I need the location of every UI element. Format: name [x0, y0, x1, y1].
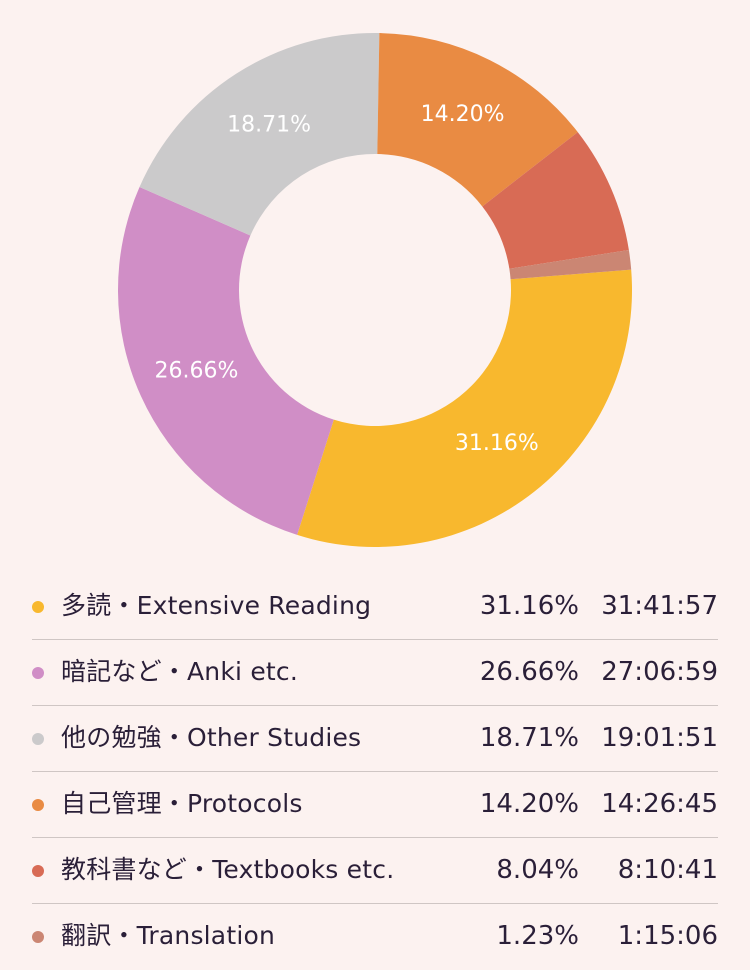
legend-dot-icon: [32, 865, 44, 877]
legend-time: 14:26:45: [601, 789, 718, 819]
legend-label: 教科書など・Textbooks etc.: [61, 855, 395, 884]
legend-label: 暗記など・Anki etc.: [61, 657, 298, 686]
slice-percent-label: 14.20%: [421, 102, 505, 127]
legend: 多読・Extensive Reading 31.16% 31:41:57 暗記な…: [32, 574, 718, 970]
donut-slice[interactable]: [297, 269, 632, 547]
legend-percent: 26.66%: [479, 657, 579, 687]
legend-percent: 1.23%: [496, 921, 579, 951]
legend-dot-icon: [32, 601, 44, 613]
legend-time: 19:01:51: [601, 723, 718, 753]
legend-percent: 8.04%: [496, 855, 579, 885]
donut-slice[interactable]: [377, 33, 578, 207]
slice-percent-label: 31.16%: [455, 431, 539, 456]
donut-chart: 31.16% 26.66% 18.71% 14.20%: [117, 32, 632, 547]
donut-slice[interactable]: [482, 132, 629, 269]
legend-label: 他の勉強・Other Studies: [61, 723, 362, 752]
slice-percent-label: 18.71%: [227, 113, 311, 138]
legend-label: 多読・Extensive Reading: [61, 591, 372, 620]
donut-slice[interactable]: [139, 32, 380, 236]
legend-time: 27:06:59: [601, 657, 718, 687]
legend-dot-icon: [32, 931, 44, 943]
legend-label: 自己管理・Protocols: [61, 789, 303, 818]
donut-slice[interactable]: [509, 249, 632, 280]
donut-chart-svg: 31.16% 26.66% 18.71% 14.20%: [117, 32, 632, 547]
legend-percent: 31.16%: [479, 591, 579, 621]
legend-percent: 18.71%: [479, 723, 579, 753]
legend-percent: 14.20%: [479, 789, 579, 819]
donut-slice[interactable]: [117, 187, 334, 535]
legend-dot-icon: [32, 799, 44, 811]
legend-row[interactable]: 教科書など・Textbooks etc. 8.04% 8:10:41: [32, 838, 718, 904]
legend-row[interactable]: 暗記など・Anki etc. 26.66% 27:06:59: [32, 640, 718, 706]
legend-time: 1:15:06: [617, 921, 718, 951]
legend-label: 翻訳・Translation: [61, 921, 276, 950]
legend-row[interactable]: 自己管理・Protocols 14.20% 14:26:45: [32, 772, 718, 838]
legend-row[interactable]: 多読・Extensive Reading 31.16% 31:41:57: [32, 574, 718, 640]
legend-time: 8:10:41: [617, 855, 718, 885]
legend-time: 31:41:57: [601, 591, 718, 621]
slice-percent-label: 26.66%: [155, 358, 239, 383]
legend-dot-icon: [32, 733, 44, 745]
legend-dot-icon: [32, 667, 44, 679]
legend-row[interactable]: 他の勉強・Other Studies 18.71% 19:01:51: [32, 706, 718, 772]
legend-row[interactable]: 翻訳・Translation 1.23% 1:15:06: [32, 904, 718, 970]
